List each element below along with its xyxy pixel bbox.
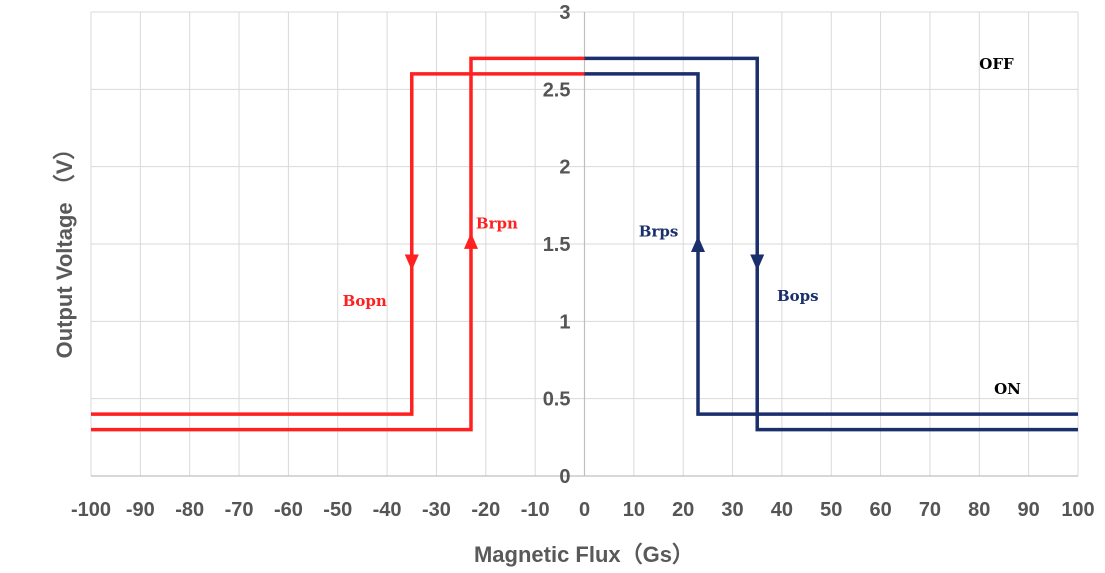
x-tick-label: -50 (323, 499, 352, 521)
x-tick-label: -70 (225, 499, 254, 521)
x-tick-labels: -100 -90 -80 -70 -60 -50 -40 -30 -20 -10 0 10 20 30 40… (71, 499, 1095, 521)
y-tick-label: 2.5 (543, 79, 571, 101)
x-tick-label: 40 (771, 499, 793, 521)
x-tick-label: -60 (274, 499, 303, 521)
x-tick-label: 80 (968, 499, 990, 521)
direction-arrows (404, 232, 765, 271)
x-tick-label: -80 (175, 499, 204, 521)
y-tick-labels: 0 0.5 1 1.5 2 2.5 3 (543, 2, 571, 488)
x-tick-label: 30 (721, 499, 743, 521)
x-tick-label: -90 (126, 499, 155, 521)
x-tick-label: 100 (1061, 499, 1094, 521)
annotation-on: ON (994, 380, 1021, 398)
x-axis-title: Magnetic Flux（Gs） (474, 542, 694, 567)
arrow-up-3 (691, 236, 706, 252)
y-tick-label: 3 (559, 2, 570, 24)
x-tick-label: 20 (672, 499, 694, 521)
y-tick-label: 1 (559, 311, 570, 333)
annotation-off: OFF (979, 55, 1014, 73)
x-tick-label: -20 (471, 499, 500, 521)
y-axis-title: Output Voltage （V） (52, 138, 77, 359)
y-tick-label: 0.5 (543, 389, 571, 411)
annotation-bops: Bops (777, 287, 819, 305)
x-tick-label: 10 (623, 499, 645, 521)
x-tick-label: 70 (919, 499, 941, 521)
x-tick-label: 60 (869, 499, 891, 521)
series-line-1 (91, 72, 585, 416)
y-tick-label: 1.5 (543, 234, 571, 256)
series-line-4 (584, 56, 1078, 432)
x-tick-label: -10 (521, 499, 550, 521)
arrow-down-4 (750, 254, 765, 271)
annotations: Brpn Bopn Brps Bops OFF ON (343, 55, 1021, 398)
y-tick-label: 0 (559, 466, 570, 488)
x-tick-label: 50 (820, 499, 842, 521)
x-tick-label: -100 (71, 499, 111, 521)
x-tick-label: -30 (422, 499, 451, 521)
arrow-up-2 (463, 232, 478, 249)
y-tick-label: 2 (559, 157, 570, 179)
arrow-down-1 (404, 254, 419, 271)
grid (90, 11, 1079, 477)
x-tick-label: -40 (373, 499, 402, 521)
annotation-brps: Brps (639, 222, 679, 240)
x-tick-label: 90 (1018, 499, 1040, 521)
x-tick-label: 0 (579, 499, 590, 521)
annotation-bopn: Bopn (343, 292, 387, 310)
annotation-brpn: Brpn (476, 215, 518, 233)
